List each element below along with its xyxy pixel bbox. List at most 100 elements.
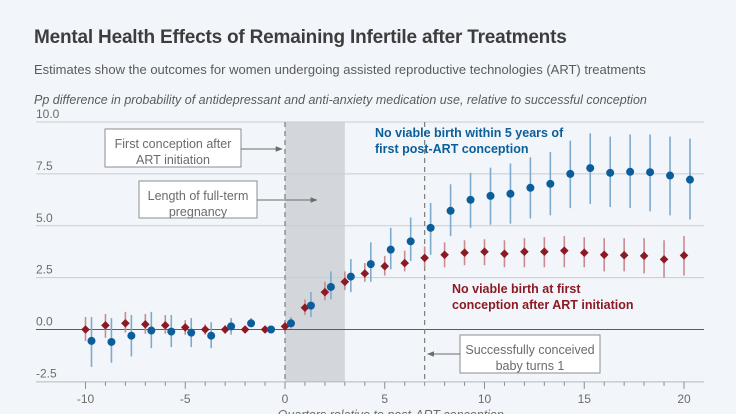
data-point xyxy=(267,325,276,334)
data-point xyxy=(466,195,475,204)
data-point xyxy=(107,337,116,346)
data-point xyxy=(599,250,609,260)
series-label-line: first post-ART conception xyxy=(375,142,528,156)
data-point xyxy=(526,183,535,192)
annotation-pregnancy-length: Length of full-term pregnancy xyxy=(138,180,318,219)
y-tick-label: -2.5 xyxy=(36,366,57,380)
data-point xyxy=(480,247,489,256)
data-point xyxy=(141,320,150,329)
data-point xyxy=(200,325,210,334)
data-point xyxy=(486,191,495,200)
series-label-no-birth-at-first-conception: No viable birth at first conception after… xyxy=(452,282,633,312)
data-point xyxy=(446,206,455,215)
annotation-first-conception: First conception after ART initiation xyxy=(104,128,283,168)
annotation-baby-turns-one: Successfully conceived baby turns 1 xyxy=(426,334,601,374)
data-point xyxy=(127,331,136,340)
chart-subtitle: Estimates show the outcomes for women un… xyxy=(34,62,646,77)
data-point xyxy=(500,249,509,259)
data-point xyxy=(227,322,236,331)
annotation-text: First conception after xyxy=(115,137,232,151)
data-point xyxy=(520,247,529,256)
data-point xyxy=(161,321,170,330)
data-point xyxy=(606,168,615,177)
y-tick-label: 2.5 xyxy=(36,263,53,277)
data-point xyxy=(286,319,295,328)
annotation-box xyxy=(459,334,601,374)
data-point xyxy=(566,169,575,178)
x-tick-label: -10 xyxy=(77,392,95,406)
data-point xyxy=(406,237,415,246)
data-point xyxy=(340,277,350,287)
series-no-birth-within-5-years xyxy=(87,133,694,367)
data-point xyxy=(306,301,315,310)
data-point xyxy=(326,282,335,291)
annotation-text: Successfully conceived xyxy=(465,343,594,357)
y-tick-label: 5.0 xyxy=(36,211,53,225)
data-point xyxy=(426,223,435,232)
x-tick-label: -5 xyxy=(180,392,191,406)
data-point xyxy=(460,248,469,258)
data-point xyxy=(280,322,290,331)
x-tick-label: 10 xyxy=(478,392,492,406)
data-point xyxy=(360,269,370,278)
data-point xyxy=(646,168,655,177)
data-point xyxy=(679,251,689,260)
y-axis-title: Pp difference in probability of antidepr… xyxy=(34,93,647,107)
data-point xyxy=(666,171,675,180)
annotation-text: pregnancy xyxy=(169,205,228,219)
data-point xyxy=(560,246,569,255)
data-point xyxy=(87,336,96,345)
pregnancy-length-shaded-region xyxy=(285,122,345,382)
data-point xyxy=(685,175,694,184)
x-tick-label: 5 xyxy=(381,392,388,406)
annotation-box xyxy=(104,128,242,168)
data-point xyxy=(659,255,669,264)
data-point xyxy=(440,250,449,260)
data-point xyxy=(619,250,629,260)
data-point xyxy=(579,248,589,258)
y-tick-label: 7.5 xyxy=(36,159,53,173)
data-point xyxy=(101,321,110,330)
data-point xyxy=(260,325,270,334)
series-label-no-birth-within-5-years: No viable birth within 5 years of first p… xyxy=(375,126,564,156)
data-point xyxy=(220,325,230,334)
data-point xyxy=(81,325,90,334)
data-point xyxy=(320,287,330,297)
data-point xyxy=(366,260,375,269)
data-point xyxy=(240,325,250,334)
data-point xyxy=(180,323,190,332)
data-point xyxy=(386,245,395,254)
annotation-text: baby turns 1 xyxy=(496,359,565,373)
y-tick-label: 0.0 xyxy=(36,315,53,329)
data-point xyxy=(420,253,429,263)
data-point xyxy=(167,327,176,336)
series-label-line: No viable birth at first xyxy=(452,282,581,296)
series-label-line: No viable birth within 5 years of xyxy=(375,126,564,140)
data-point xyxy=(346,272,355,281)
data-point xyxy=(147,326,156,335)
data-point xyxy=(247,319,256,328)
data-point xyxy=(187,328,196,337)
data-point xyxy=(207,331,216,340)
annotation-text: Length of full-term xyxy=(148,189,249,203)
data-point xyxy=(121,318,130,328)
x-tick-label: 15 xyxy=(578,392,592,406)
annotation-box xyxy=(138,180,258,219)
data-point xyxy=(400,258,409,268)
data-point xyxy=(626,167,635,176)
data-point xyxy=(540,247,549,256)
annotation-text: ART initiation xyxy=(136,153,210,167)
x-tick-label: 0 xyxy=(282,392,289,406)
chart-title: Mental Health Effects of Remaining Infer… xyxy=(34,27,567,48)
data-point xyxy=(546,179,555,188)
y-tick-label: 10.0 xyxy=(36,107,60,121)
x-tick-label: 20 xyxy=(677,392,691,406)
data-point xyxy=(586,164,595,173)
x-axis-title: Quarters relative to post-ART conception xyxy=(278,408,504,414)
data-point xyxy=(506,189,515,198)
series-no-birth-at-first-conception xyxy=(81,236,689,341)
series-label-line: conception after ART initiation xyxy=(452,298,633,312)
data-point xyxy=(639,251,649,261)
